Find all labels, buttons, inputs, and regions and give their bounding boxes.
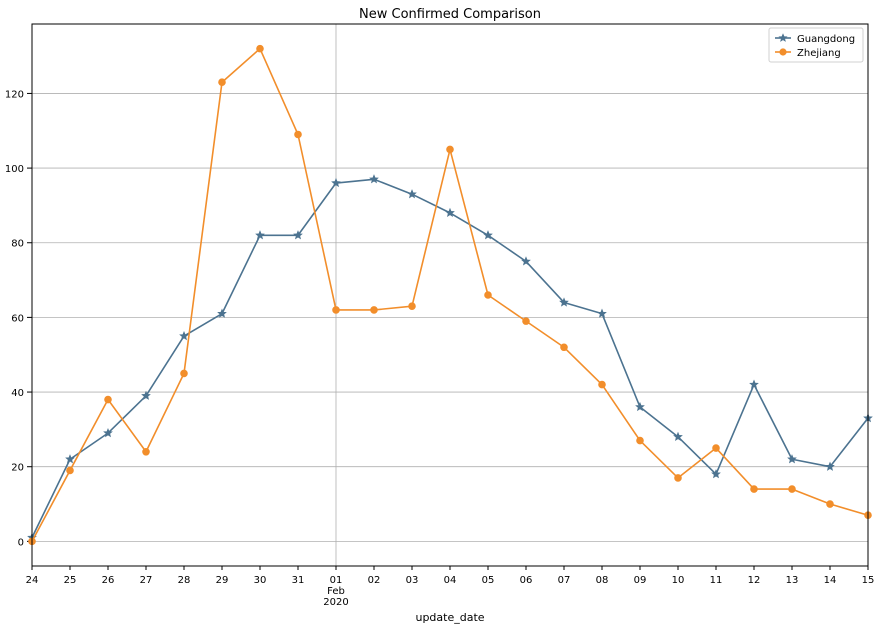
y-tick-label: 0 — [18, 537, 24, 548]
x-tick-label: 14 — [824, 575, 837, 586]
guangdong-point — [711, 469, 721, 479]
x-tick-label: 26 — [102, 575, 115, 586]
x-tick-label: 10 — [672, 575, 685, 586]
x-tick-label: 15 — [862, 575, 875, 586]
zhejiang-point — [674, 474, 682, 482]
guangdong-point — [407, 189, 417, 199]
guangdong-point — [559, 297, 569, 307]
x-tick-year-label: 2020 — [323, 597, 348, 608]
zhejiang-point — [370, 306, 378, 314]
x-axis-label: update_date — [415, 611, 484, 624]
legend-label: Zhejiang — [797, 48, 841, 59]
x-tick-label: 13 — [786, 575, 799, 586]
zhejiang-point — [408, 302, 416, 310]
guangdong-point — [483, 230, 493, 240]
zhejiang-point — [218, 78, 226, 87]
x-tick-label: 03 — [406, 575, 419, 586]
y-tick-label: 20 — [11, 463, 24, 474]
y-tick-label: 60 — [11, 313, 24, 324]
legend-circle-marker — [779, 48, 787, 56]
zhejiang-point — [750, 485, 758, 493]
zhejiang-point — [826, 500, 834, 508]
legend-label: Guangdong — [797, 34, 855, 45]
x-tick-label: 25 — [64, 575, 77, 586]
guangdong-point — [787, 454, 797, 464]
x-tick-label: 30 — [254, 575, 267, 586]
plot-background — [32, 24, 868, 566]
guangdong-point — [825, 461, 835, 471]
zhejiang-point — [522, 317, 530, 325]
legend: Guangdong Zhejiang — [768, 27, 864, 63]
guangdong-point — [597, 308, 607, 318]
legend-star-marker — [778, 33, 788, 42]
guangdong-point — [141, 390, 151, 400]
guangdong-point — [103, 428, 113, 438]
plot-border — [31, 23, 869, 567]
zhejiang-point — [294, 130, 302, 139]
zhejiang-point — [484, 291, 492, 299]
zhejiang-point — [446, 145, 454, 154]
x-tick-label: 02 — [368, 575, 381, 586]
x-tick-label: 29 — [216, 575, 229, 586]
x-tick-month-label: Feb — [327, 586, 345, 597]
guangdong-point — [749, 379, 759, 389]
zhejiang-point — [180, 369, 188, 378]
x-tick-label: 28 — [178, 575, 191, 586]
guangdong-point — [179, 330, 189, 341]
guangdong-point — [65, 454, 75, 464]
x-tick-label: 01 — [330, 575, 343, 586]
x-tick-label: 24 — [26, 575, 39, 586]
zhejiang-point — [104, 395, 112, 404]
guangdong-point — [521, 256, 531, 266]
zhejiang-point — [788, 485, 796, 493]
guangdong-point — [635, 401, 645, 412]
y-tick-label: 80 — [11, 239, 24, 250]
zhejiang-point — [66, 466, 74, 475]
guangdong-point — [369, 174, 379, 184]
guangdong-point — [217, 308, 227, 318]
x-tick-label: 09 — [634, 575, 647, 586]
plot-area: 0 20 40 60 80 100 120 24 25 26 27 28 29 30 31 01 02 03 04 0… — [5, 23, 875, 608]
legend-box — [768, 27, 864, 63]
zhejiang-point — [142, 447, 150, 456]
x-tick-label: 07 — [558, 575, 571, 586]
guangdong-point — [673, 431, 683, 441]
series-zhejiang — [28, 44, 872, 546]
x-tick-label: 04 — [444, 575, 457, 586]
zhejiang-point — [560, 343, 568, 352]
y-tick-label: 40 — [11, 388, 24, 399]
guangdong-point — [445, 207, 455, 218]
x-tick-label: 05 — [482, 575, 495, 586]
series-guangdong — [27, 174, 873, 542]
chart-title: New Confirmed Comparison — [359, 7, 541, 22]
x-tick-label: 08 — [596, 575, 609, 586]
y-tick-label: 120 — [5, 89, 24, 100]
guangdong-point — [255, 230, 265, 240]
guangdong-point — [293, 230, 303, 240]
x-tick-label: 31 — [292, 575, 305, 586]
grid-lines — [32, 24, 868, 566]
x-tick-label: 06 — [520, 575, 533, 586]
zhejiang-point — [332, 306, 340, 314]
zhejiang-point — [598, 380, 606, 389]
x-tick-label: 12 — [748, 575, 761, 586]
guangdong-point — [331, 177, 341, 188]
y-tick-label: 100 — [5, 164, 24, 175]
zhejiang-point — [712, 444, 720, 452]
zhejiang-point — [256, 44, 264, 53]
x-tick-label: 27 — [140, 575, 153, 586]
zhejiang-point — [636, 436, 644, 445]
x-tick-label: 11 — [710, 575, 723, 586]
